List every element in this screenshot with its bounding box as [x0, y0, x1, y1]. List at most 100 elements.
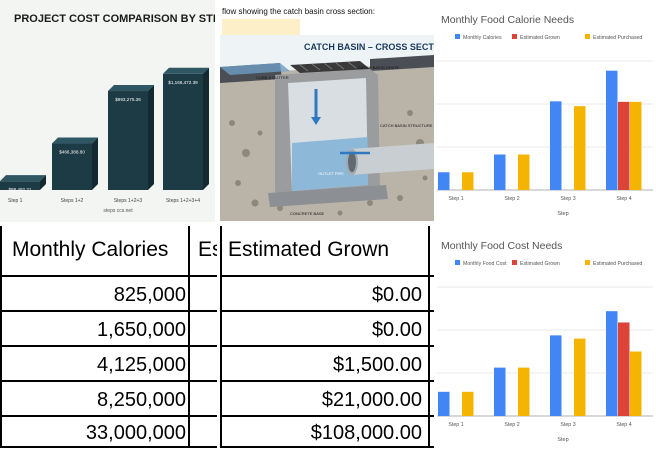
bar: [462, 172, 474, 190]
label-base: CONCRETE BASE: [290, 211, 325, 216]
bar-top: [52, 137, 98, 144]
bar-value-label: $1,166,472.39: [168, 80, 198, 85]
chart-title: Monthly Food Calorie Needs: [441, 14, 574, 26]
bar: [494, 154, 506, 190]
caption-highlight: [222, 19, 300, 35]
bar-side: [40, 175, 46, 190]
table-cell: $21,000.00: [321, 389, 422, 411]
bar: [438, 172, 450, 190]
bar-front: [163, 73, 203, 190]
table-header-row: Monthly Calories Es: [2, 226, 217, 277]
table-cell: 33,000,000: [85, 422, 186, 444]
category-label: Step 2: [504, 196, 519, 202]
label-structure: CATCH BASIN STRUCTURE: [380, 123, 433, 128]
legend-label: Estimated Grown: [520, 261, 560, 267]
bar-front: [0, 181, 40, 190]
bar-front: [52, 143, 92, 190]
chart-footer: steps ccs.net: [103, 208, 133, 214]
bar-top: [163, 67, 209, 74]
legend-label: Monthly Food Cost: [463, 261, 507, 267]
legend-label: Estimated Grown: [520, 35, 560, 41]
illustration-title: CATCH BASIN – CROSS SECTION: [304, 42, 434, 52]
project-cost-chart: PROJECT COST COMPARISON BY STEP $88,492.…: [0, 13, 215, 214]
table-row: 4,125,000: [2, 347, 217, 382]
basin-water: [292, 137, 368, 191]
table-row: $108,000.00: [220, 417, 434, 448]
legend-swatch: [512, 34, 517, 39]
bar: [574, 338, 586, 416]
legend-label: Estimated Purchased: [593, 261, 642, 267]
category-label: Step 4: [616, 196, 631, 202]
column-header: Monthly Calories: [12, 238, 169, 261]
category-label: Step 3: [560, 422, 575, 428]
bar: [606, 70, 618, 190]
surface-water: [220, 63, 290, 75]
table-row: $1,500.00: [220, 347, 434, 382]
bar: [518, 367, 530, 416]
calorie-bar-chart: Monthly Food Calorie Needs Monthly Calori…: [437, 14, 653, 217]
column-header: Estimated Grown: [228, 238, 390, 261]
bar-value-label: $466,388.80: [59, 150, 85, 155]
gravel-texture: [229, 110, 428, 216]
bar: [574, 106, 586, 190]
bar: [630, 351, 642, 416]
legend-swatch: [455, 34, 460, 39]
bar: [550, 101, 562, 190]
cost-bar-chart: Monthly Food Cost Needs Monthly Food Cost…: [437, 240, 653, 443]
category-label: Step 1: [448, 422, 463, 428]
table-cell: 8,250,000: [97, 389, 186, 411]
category-label: Steps 1+2+3+4: [166, 198, 200, 204]
table-cell: $0.00: [371, 284, 422, 306]
bar-value-label: $993,275.36: [115, 97, 141, 102]
legend-label: Estimated Purchased: [593, 35, 642, 41]
category-label: Step 1: [448, 196, 463, 202]
table-cell: 825,000: [113, 284, 186, 306]
table-row: 33,000,000: [2, 417, 217, 448]
bar: [494, 367, 506, 416]
legend-swatch: [585, 34, 590, 39]
concrete-base: [268, 185, 388, 207]
bar: [462, 391, 474, 416]
bar: [438, 391, 450, 416]
bar: [618, 322, 630, 416]
calories-table-crop: Monthly Calories Es 825,000 1,650,000 4,…: [0, 226, 217, 448]
legend-swatch: [512, 260, 517, 265]
x-axis-label: Step: [557, 437, 568, 443]
table-cell: $108,000.00: [310, 422, 422, 444]
bar: [550, 335, 562, 416]
bar-front: [108, 91, 148, 190]
table-cell: 4,125,000: [97, 354, 186, 376]
legend-swatch: [585, 260, 590, 265]
category-label: Steps 1+2+3: [114, 198, 143, 204]
catch-basin-illustration: flow showing the catch basin cross secti…: [220, 7, 434, 221]
table-row: 825,000: [2, 277, 217, 312]
label-grate: CATCH BASIN GRATE: [358, 65, 400, 70]
bar-top: [108, 85, 154, 92]
chart-title: Monthly Food Cost Needs: [441, 240, 562, 252]
category-label: Steps 1+2: [61, 198, 84, 204]
bar-value-label: $88,492.21: [9, 187, 32, 192]
bar: [618, 101, 630, 190]
legend-swatch: [455, 260, 460, 265]
category-label: Step 3: [560, 196, 575, 202]
label-outlet: OUTLET PIPE: [318, 171, 344, 176]
bar-top: [0, 175, 46, 182]
table-row: $0.00: [220, 277, 434, 312]
chart-title: PROJECT COST COMPARISON BY STEP: [14, 13, 215, 25]
category-label: Step 1: [8, 198, 23, 204]
bar-side: [148, 85, 154, 190]
bar-side: [92, 137, 98, 190]
legend-label: Monthly Calories: [463, 35, 502, 41]
cost-chart-tile: Monthly Food Cost Needs Monthly Food Cost…: [437, 229, 653, 447]
table-cell: $1,500.00: [333, 354, 422, 376]
table-row: 8,250,000: [2, 382, 217, 417]
table-row: $21,000.00: [220, 382, 434, 417]
project-cost-chart-tile: PROJECT COST COMPARISON BY STEP $88,492.…: [0, 0, 215, 222]
category-label: Step 2: [504, 422, 519, 428]
table-cell: $0.00: [371, 319, 422, 341]
bar: [518, 154, 530, 190]
table-cell: 1,650,000: [97, 319, 186, 341]
category-label: Step 4: [616, 422, 631, 428]
bar: [630, 101, 642, 190]
table-header-row: Estimated Grown: [220, 226, 434, 277]
